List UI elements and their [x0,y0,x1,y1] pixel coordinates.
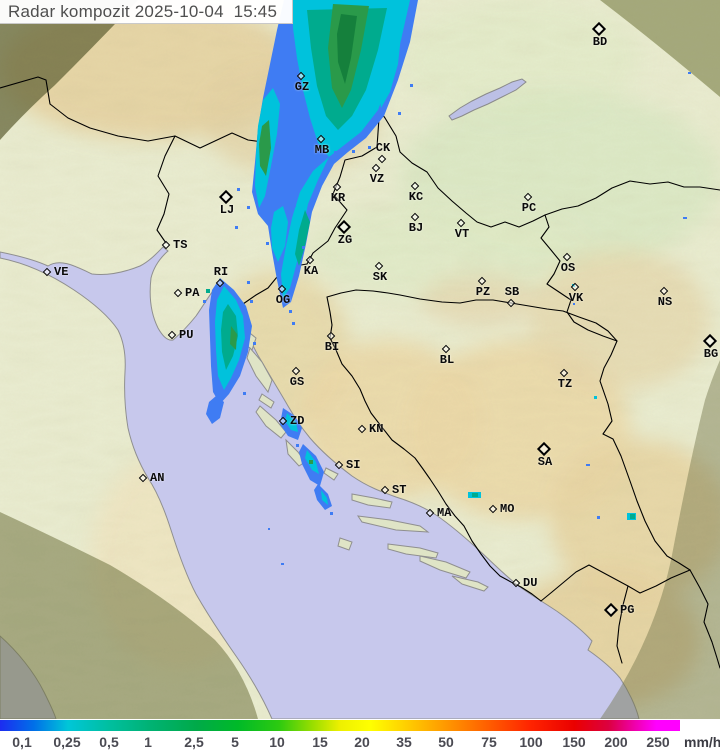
scale-label-4: 2,5 [184,734,204,750]
country-borders [0,0,720,669]
scale-label-5: 5 [231,734,239,750]
scale-label-11: 75 [481,734,497,750]
colorbar-gradient [0,720,680,731]
scale-label-1: 0,25 [53,734,81,750]
scale-label-13: 150 [562,734,586,750]
title-text: Radar kompozit 2025-10-04 15:45 [8,1,278,21]
radar-map: BD GZ MB CK VZ KR LJ KC PC BJ VT ZG TS OS KA SK VE RI PZ SB… [0,0,720,719]
scale-unit: mm/h [684,734,720,750]
scale-label-15: 250 [646,734,670,750]
map-graphics [0,0,720,719]
titlebar: Radar kompozit 2025-10-04 15:45 [0,0,293,24]
scale-label-10: 50 [438,734,454,750]
rain-cells [203,0,691,565]
scale-label-2: 0,5 [99,734,119,750]
scale-label-6: 10 [269,734,285,750]
scale-label-7: 15 [312,734,328,750]
scale-label-8: 20 [354,734,370,750]
scale-label-12: 100 [519,734,543,750]
scale-label-9: 35 [396,734,412,750]
scale-label-3: 1 [144,734,152,750]
scale-label-0: 0,1 [12,734,32,750]
legend: 0,1 0,25 0,5 1 2,5 5 10 15 20 35 50 75 100 150 200 250 … [0,719,720,751]
scale-label-14: 200 [604,734,628,750]
lake-balaton [448,78,527,121]
radar-range-shadow [0,0,720,719]
